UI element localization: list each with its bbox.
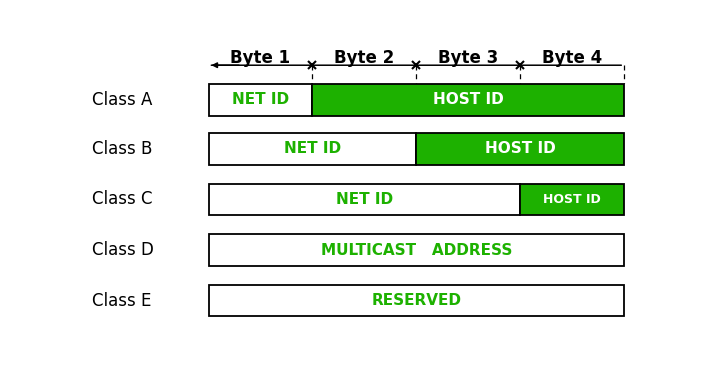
Text: Class A: Class A: [92, 91, 152, 109]
Text: Class C: Class C: [92, 190, 152, 208]
Text: HOST ID: HOST ID: [433, 92, 503, 107]
Text: RESERVED: RESERVED: [371, 293, 461, 308]
Text: Class D: Class D: [92, 241, 154, 259]
Text: NET ID: NET ID: [232, 92, 289, 107]
Bar: [209, 84, 312, 116]
Text: NET ID: NET ID: [284, 141, 341, 156]
Bar: [209, 234, 624, 266]
Text: Byte 3: Byte 3: [438, 49, 498, 67]
Bar: [209, 285, 624, 316]
Bar: [209, 133, 416, 165]
Text: HOST ID: HOST ID: [485, 141, 556, 156]
Bar: [521, 184, 624, 215]
Text: MULTICAST   ADDRESS: MULTICAST ADDRESS: [320, 243, 512, 258]
Text: Byte 2: Byte 2: [334, 49, 395, 67]
Bar: [209, 184, 521, 215]
Text: Class E: Class E: [92, 291, 152, 309]
Text: HOST ID: HOST ID: [543, 193, 601, 206]
Text: Byte 4: Byte 4: [542, 49, 602, 67]
Text: Byte 1: Byte 1: [230, 49, 290, 67]
Bar: [312, 84, 624, 116]
Text: NET ID: NET ID: [336, 192, 393, 207]
Bar: [416, 133, 624, 165]
Text: Class B: Class B: [92, 140, 152, 158]
